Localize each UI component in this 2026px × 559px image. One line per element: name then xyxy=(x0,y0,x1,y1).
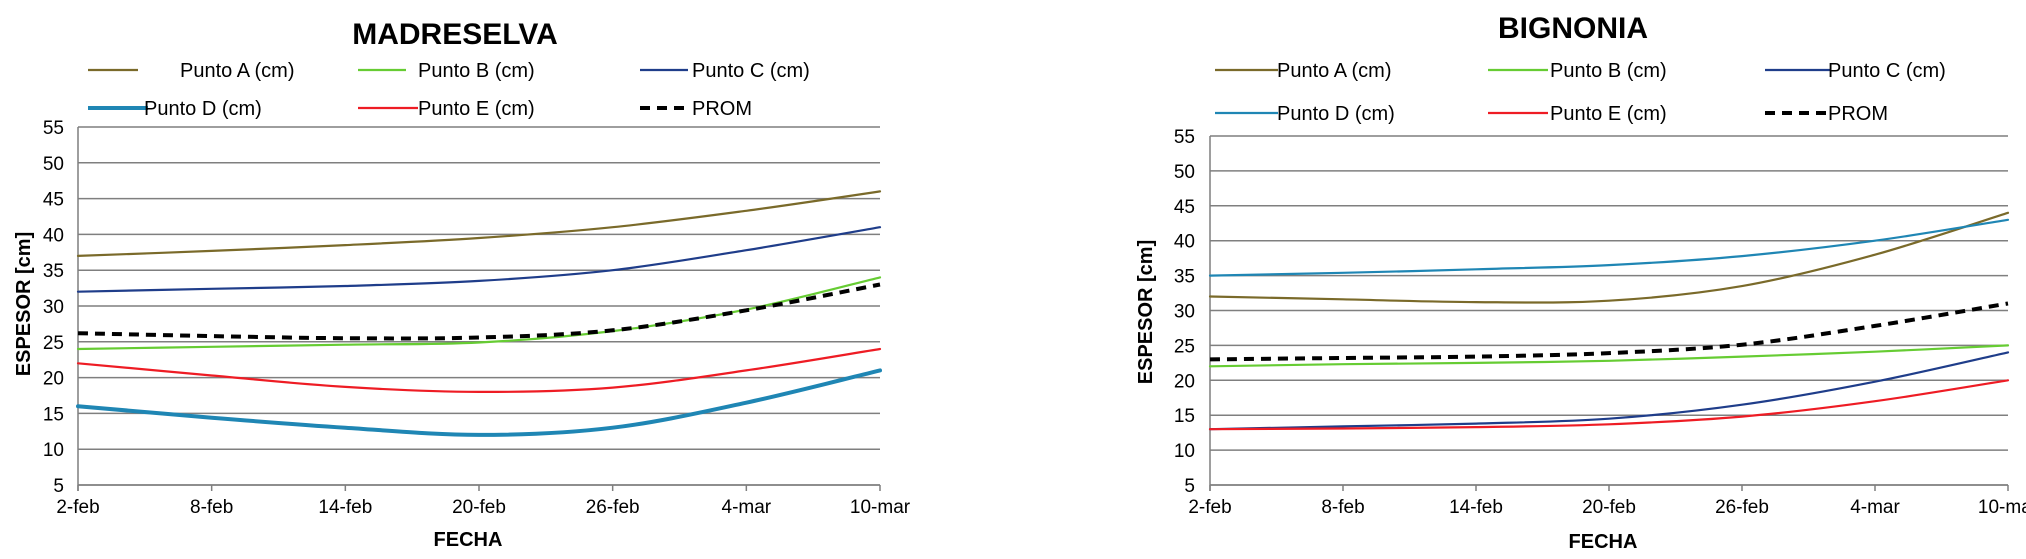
x-tick-label: 8-feb xyxy=(190,497,233,518)
y-tick-label: 25 xyxy=(1174,336,1195,357)
x-tick-label: 26-feb xyxy=(586,497,640,518)
y-tick-label: 45 xyxy=(43,190,64,211)
x-tick-label: 4-mar xyxy=(1850,497,1900,518)
x-tick-label: 20-feb xyxy=(452,497,506,518)
chart-title: BIGNONIA xyxy=(1498,12,1648,45)
x-tick-label: 4-mar xyxy=(722,497,772,518)
y-tick-label: 40 xyxy=(1174,232,1195,253)
series-line-punto-c-cm xyxy=(1208,351,2010,431)
legend-label: Punto D (cm) xyxy=(144,98,262,120)
x-tick-label: 2-feb xyxy=(56,497,99,518)
y-tick-label: 10 xyxy=(1174,441,1195,462)
x-tick-label: 20-feb xyxy=(1582,497,1636,518)
y-tick-label: 55 xyxy=(43,118,64,139)
legend-item: Punto C (cm) xyxy=(1765,60,1946,82)
series-line-punto-c-cm xyxy=(76,226,882,293)
legend-label: Punto B (cm) xyxy=(1550,60,1667,82)
legend-label: PROM xyxy=(1828,103,1888,125)
chart-madreselva: MADRESELVA FECHA ESPESOR [cm] 5 10 15 20 25 3… xyxy=(13,18,911,551)
x-axis-label: FECHA xyxy=(1569,531,1638,553)
y-tick-label: 30 xyxy=(1174,302,1195,323)
legend-label: Punto E (cm) xyxy=(1550,103,1667,125)
x-tick-label: 26-feb xyxy=(1715,497,1769,518)
y-tick-label: 45 xyxy=(1174,197,1195,218)
legend-item: Punto D (cm) xyxy=(1215,103,1395,125)
series-line-punto-b-cm xyxy=(1208,344,2010,368)
legend-item: Punto E (cm) xyxy=(1488,103,1667,125)
y-tick-label: 20 xyxy=(43,369,64,390)
y-tick-label: 55 xyxy=(1174,127,1195,148)
y-tick-label: 50 xyxy=(1174,162,1195,183)
y-tick-label: 15 xyxy=(1174,406,1195,427)
legend: Punto A (cm) Punto B (cm) Punto C (cm) Punt… xyxy=(1215,60,1946,125)
y-tick-label: 50 xyxy=(43,154,64,175)
series-line-prom xyxy=(77,282,881,341)
x-tick-label: 14-feb xyxy=(318,497,372,518)
legend-label: Punto A (cm) xyxy=(180,60,295,82)
x-tick-label: 8-feb xyxy=(1321,497,1364,518)
legend-item: PROM xyxy=(640,98,752,120)
series-line-punto-d-cm xyxy=(76,368,882,437)
x-tick-label: 2-feb xyxy=(1188,497,1231,518)
x-tick-label: 10-mar xyxy=(850,497,911,518)
legend-item: Punto E (cm) xyxy=(358,98,535,120)
y-tick-label: 5 xyxy=(1184,476,1195,497)
series-line-punto-e-cm xyxy=(1208,379,2010,431)
legend-item: Punto D (cm) xyxy=(88,98,262,120)
series-line-punto-d-cm xyxy=(1208,218,2010,277)
y-tick-label: 25 xyxy=(43,333,64,354)
gridlines xyxy=(1210,135,2008,486)
legend-item: Punto C (cm) xyxy=(640,60,810,82)
series-line-punto-a-cm xyxy=(76,190,882,257)
y-tick-label: 10 xyxy=(43,440,64,461)
x-axis-label: FECHA xyxy=(434,529,503,551)
y-tick-label: 35 xyxy=(43,261,64,282)
legend-item: Punto A (cm) xyxy=(88,60,295,82)
y-tick-label: 35 xyxy=(1174,267,1195,288)
y-tick-label: 30 xyxy=(43,297,64,318)
y-tick-label: 5 xyxy=(53,476,64,497)
legend-label: Punto D (cm) xyxy=(1277,103,1395,125)
chart-bignonia: BIGNONIA FECHA ESPESOR [cm] 5 10 15 20 25 30 3… xyxy=(1135,12,2026,553)
y-tick-label: 15 xyxy=(43,404,64,425)
legend-label: Punto C (cm) xyxy=(692,60,810,82)
series-line-punto-a-cm xyxy=(1208,211,2010,304)
legend-label: Punto E (cm) xyxy=(418,98,535,120)
legend-item: Punto B (cm) xyxy=(1488,60,1667,82)
legend-label: Punto A (cm) xyxy=(1277,60,1392,82)
chart-title: MADRESELVA xyxy=(352,18,558,51)
legend-item: PROM xyxy=(1765,103,1888,125)
y-tick-label: 20 xyxy=(1174,371,1195,392)
x-tick-label: 14-feb xyxy=(1449,497,1503,518)
series-line-punto-e-cm xyxy=(76,347,882,394)
legend: Punto A (cm) Punto B (cm) Punto C (cm) Punt… xyxy=(88,60,810,120)
legend-item: Punto B (cm) xyxy=(358,60,535,82)
y-tick-label: 40 xyxy=(43,225,64,246)
y-axis-label: ESPESOR [cm] xyxy=(13,232,35,376)
series-line-prom xyxy=(1209,301,2009,362)
legend-label: Punto C (cm) xyxy=(1828,60,1946,82)
legend-label: Punto B (cm) xyxy=(418,60,535,82)
legend-item: Punto A (cm) xyxy=(1215,60,1392,82)
x-tick-label: 10-mar xyxy=(1978,497,2026,518)
y-axis-label: ESPESOR [cm] xyxy=(1135,240,1157,384)
legend-label: PROM xyxy=(692,98,752,120)
